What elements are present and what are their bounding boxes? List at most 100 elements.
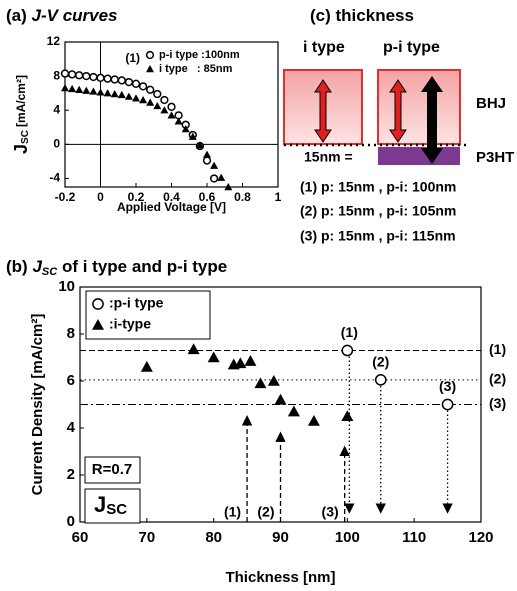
triangle-marker [187,343,200,355]
x-tick-label: 60 [72,529,89,546]
title-text: J-V curves [32,6,118,25]
circle-marker [145,50,155,60]
circle-marker [82,71,91,81]
y-label-part: SC [20,130,31,144]
title-sub: SC [42,266,58,278]
y-axis-label: Current Density [mA/cm²] [29,314,46,496]
y-tick-label: 0 [53,137,60,151]
pi-type-label: p-i type [383,39,440,56]
x-tick-label: 0.4 [163,190,180,204]
arrow-label: (2) [257,504,274,520]
x-tick-label: 0.8 [234,190,251,204]
panel-label: (a) [6,6,27,25]
circle-marker [209,174,219,183]
arrow-label: (1) [224,504,241,520]
triangle-marker [267,375,280,386]
circle-marker [153,89,162,99]
triangle-marker [117,90,126,99]
y-tick-label: 4 [67,419,76,436]
badge-part: J [94,492,106,517]
thickness-arrow [314,79,332,143]
reference-label: (1) [489,341,506,357]
thickness-arrow [389,79,407,143]
triangle-marker [210,161,219,169]
panel-title: (b) JSC of i type and p-i type [6,257,227,280]
triangle-marker [274,393,287,405]
y-tick-label: 12 [47,34,61,48]
thickness-arrow [421,76,443,164]
triangle-marker [92,319,104,330]
note: (2) p: 15nm , p-i: 105nm [300,203,456,219]
circle-marker [441,398,454,411]
y-label-part: Current Density [mA/cm²] [29,314,46,496]
x-tick-label: 0.6 [199,190,216,204]
circle-marker [131,79,141,88]
bhj-layer [377,69,461,145]
circle-marker [202,156,212,165]
reference-label: (3) [489,395,506,411]
panel-label: (c) [310,6,331,25]
triangle-marker [153,101,162,110]
legend-label: p-i type :100nm [159,49,240,61]
triangle-marker [224,183,233,191]
x-tick-label: 80 [205,529,222,546]
triangle-marker [181,125,190,133]
circle-marker [75,71,84,80]
legend-label: :i-type [109,316,151,332]
triangle-marker [287,405,300,417]
arrow-label: (1) [341,324,358,340]
y-tick-label: 10 [58,278,75,295]
triangle-marker [61,84,69,92]
triangle-marker [75,85,84,93]
title-text: J [32,257,42,276]
badge-box [84,488,141,524]
y-tick-label: 0 [67,513,75,530]
legend-label: i type : 85nm [159,63,233,75]
note: (1) p: 15nm , p-i: 100nm [300,179,456,195]
reference-label: (2) [489,371,506,387]
x-axis-label: Applied Voltage [V] [117,200,226,214]
y-label-part: J [11,144,31,154]
triangle-marker [68,84,77,93]
triangle-marker [103,89,112,97]
circle-marker [124,77,134,87]
arrow-label: (3) [439,378,456,394]
x-tick-label: 90 [272,529,289,546]
p3ht-layer [378,147,460,165]
triangle-marker [207,351,220,363]
triangle-marker [132,94,140,102]
title-text: of i type and p-i type [62,257,227,276]
triangle-marker [234,357,247,369]
p3ht-label: P3HT [476,149,514,166]
circle-marker [160,95,169,105]
y-axis-label: JSC [mA/cm²] [11,75,31,154]
x-tick-label: 120 [468,529,493,546]
circle-marker [146,85,155,94]
triangle-marker [110,90,119,98]
circle-marker [60,69,70,78]
x-tick-label: 110 [402,529,426,546]
triangle-marker [203,150,211,158]
circle-marker [341,344,354,357]
triangle-marker [140,360,153,372]
y-tick-label: 4 [53,102,60,116]
triangle-marker [146,65,154,73]
y-tick-label: -4 [49,171,60,185]
x-tick-label: 0 [97,190,104,204]
x-tick-label: 0.2 [128,190,145,204]
circle-marker [110,75,119,84]
note: R=0.7 [92,461,132,478]
y-tick-label: 2 [67,466,75,483]
thickness-diagram: (c) thickness i type p-i type BHJ P3HT 1… [283,6,514,244]
badge-part: SC [106,501,127,518]
badge: JSC [94,492,127,518]
x-tick-label: -0.2 [55,190,76,204]
triangle-marker [188,132,197,140]
circle-marker [167,102,176,111]
bhj-label: BHJ [476,95,506,112]
x-axis-label: Thickness [nm] [225,569,335,586]
x-tick-label: 100 [335,529,360,546]
legend-label: :p-i type [109,295,164,311]
triangle-marker [124,92,133,100]
